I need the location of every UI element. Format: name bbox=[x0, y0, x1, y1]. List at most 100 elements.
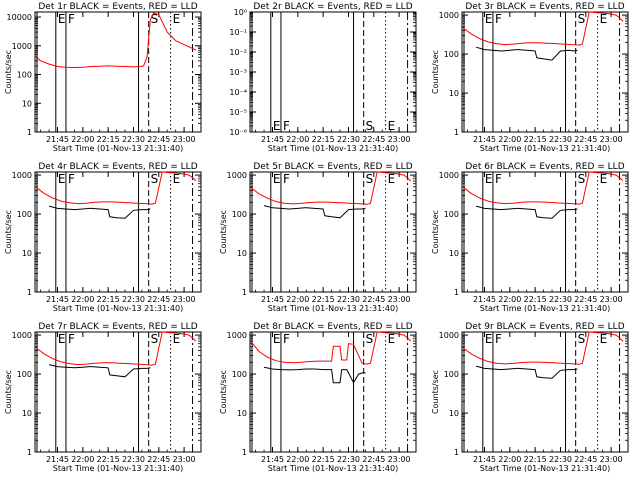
x-tick-label: 23:00 bbox=[173, 135, 196, 144]
detector-plot-7: Det 7r BLACK = Events, RED = LLD 1 10 100 10… bbox=[4, 322, 202, 473]
marker-label: E bbox=[600, 172, 608, 186]
x-tick-label: 22:30 bbox=[337, 135, 360, 144]
plot-title: Det 1r BLACK = Events, RED = LLD bbox=[38, 2, 197, 12]
marker-label: E bbox=[173, 12, 181, 26]
y-tick-label: 10 bbox=[237, 249, 247, 258]
y-tick-label: 10⁰ bbox=[234, 8, 247, 17]
x-tick-label: 22:30 bbox=[549, 455, 572, 464]
marker-label: E bbox=[388, 332, 396, 346]
plot-title: Det 7r BLACK = Events, RED = LLD bbox=[38, 322, 197, 332]
y-axis-label: Counts/sec bbox=[431, 210, 440, 254]
x-tick-label: 23:00 bbox=[600, 455, 623, 464]
plot-frame bbox=[249, 331, 417, 453]
x-tick-label: 22:45 bbox=[147, 295, 170, 304]
x-tick-label: 22:15 bbox=[97, 295, 120, 304]
x-tick-label: 22:30 bbox=[549, 135, 572, 144]
events-series-line bbox=[263, 205, 366, 219]
x-tick-label: 22:45 bbox=[362, 135, 385, 144]
plot-frame bbox=[461, 331, 629, 453]
x-tick-label: 22:45 bbox=[574, 295, 597, 304]
y-tick-label: 10 bbox=[237, 409, 247, 418]
plot-frame bbox=[34, 11, 202, 133]
marker-label: S bbox=[151, 332, 159, 346]
y-tick-label: 1 bbox=[454, 448, 459, 457]
x-tick-label: 21:45 bbox=[473, 295, 496, 304]
events-series-line bbox=[475, 205, 578, 219]
events-series-line bbox=[263, 366, 366, 384]
plot-frame bbox=[461, 171, 629, 293]
lld-series-line bbox=[462, 171, 624, 205]
detector-plot-5: Det 5r BLACK = Events, RED = LLD 1 10 100 10… bbox=[219, 162, 417, 313]
x-tick-label: 22:15 bbox=[524, 455, 547, 464]
marker-label: E bbox=[485, 332, 493, 346]
y-axis-label: Counts/sec bbox=[431, 50, 440, 94]
y-tick-label: 10 bbox=[449, 89, 459, 98]
y-tick-label: 100 bbox=[444, 210, 459, 219]
y-tick-label: 10⁻³ bbox=[229, 68, 247, 77]
x-tick-label: 21:45 bbox=[261, 295, 284, 304]
marker-label: E bbox=[173, 172, 181, 186]
plot-frame bbox=[34, 331, 202, 453]
plot-frame bbox=[249, 11, 417, 133]
plot-title: Det 9r BLACK = Events, RED = LLD bbox=[465, 322, 624, 332]
y-tick-label: 1 bbox=[27, 448, 32, 457]
x-tick-label: 22:00 bbox=[71, 135, 94, 144]
x-tick-label: 22:45 bbox=[574, 135, 597, 144]
x-tick-label: 22:45 bbox=[362, 455, 385, 464]
marker-label: F bbox=[283, 172, 290, 186]
marker-label: E bbox=[58, 12, 66, 26]
detector-plot-6: Det 6r BLACK = Events, RED = LLD 1 10 100 10… bbox=[431, 162, 629, 313]
x-tick-label: 22:00 bbox=[286, 295, 309, 304]
lld-series-line bbox=[35, 12, 197, 69]
x-tick-label: 23:00 bbox=[388, 135, 411, 144]
marker-label: S bbox=[578, 172, 586, 186]
events-series-line bbox=[475, 46, 578, 61]
marker-label: E bbox=[273, 119, 281, 133]
marker-label: S bbox=[366, 172, 374, 186]
marker-label: F bbox=[495, 12, 502, 26]
x-tick-label: 22:30 bbox=[122, 455, 145, 464]
x-tick-label: 22:00 bbox=[498, 455, 521, 464]
lld-series-line bbox=[250, 171, 412, 205]
y-axis-label: Counts/sec bbox=[219, 210, 228, 254]
y-tick-label: 1000 bbox=[439, 171, 459, 180]
y-tick-label: 10⁻⁵ bbox=[229, 108, 247, 117]
lld-series-line bbox=[250, 331, 412, 365]
y-axis-label: Counts/sec bbox=[4, 370, 13, 414]
marker-label: E bbox=[485, 172, 493, 186]
y-tick-label: 10⁻⁴ bbox=[229, 88, 247, 97]
lld-series-line bbox=[462, 11, 624, 46]
events-series-line bbox=[48, 364, 151, 378]
x-tick-label: 22:15 bbox=[524, 135, 547, 144]
x-tick-label: 21:45 bbox=[261, 455, 284, 464]
x-tick-label: 22:15 bbox=[312, 135, 335, 144]
y-axis-label: Counts/sec bbox=[219, 370, 228, 414]
x-tick-label: 22:45 bbox=[147, 135, 170, 144]
y-tick-label: 100 bbox=[17, 210, 32, 219]
y-tick-label: 1000 bbox=[227, 171, 247, 180]
y-tick-label: 1000 bbox=[439, 11, 459, 20]
x-tick-label: 23:00 bbox=[600, 135, 623, 144]
x-axis-label: Start Time (01-Nov-13 21:31:40) bbox=[268, 144, 398, 153]
x-axis-label: Start Time (01-Nov-13 21:31:40) bbox=[268, 304, 398, 313]
y-tick-label: 10⁻² bbox=[229, 48, 247, 57]
x-tick-label: 22:30 bbox=[337, 455, 360, 464]
lld-series-line bbox=[35, 331, 197, 366]
y-tick-label: 1 bbox=[242, 448, 247, 457]
x-tick-label: 22:00 bbox=[71, 295, 94, 304]
y-tick-label: 1000 bbox=[227, 331, 247, 340]
x-tick-label: 22:30 bbox=[122, 135, 145, 144]
marker-label: F bbox=[68, 12, 75, 26]
x-tick-label: 22:00 bbox=[286, 455, 309, 464]
x-tick-label: 22:30 bbox=[549, 295, 572, 304]
x-axis-label: Start Time (01-Nov-13 21:31:40) bbox=[53, 464, 183, 473]
y-tick-label: 1 bbox=[242, 288, 247, 297]
marker-label: S bbox=[366, 119, 374, 133]
y-tick-label: 1 bbox=[454, 288, 459, 297]
y-tick-label: 10⁻⁶ bbox=[229, 128, 247, 137]
y-axis-label: Counts/sec bbox=[4, 210, 13, 254]
x-tick-label: 22:15 bbox=[524, 295, 547, 304]
x-tick-label: 22:30 bbox=[337, 295, 360, 304]
marker-label: E bbox=[485, 12, 493, 26]
x-tick-label: 23:00 bbox=[173, 455, 196, 464]
